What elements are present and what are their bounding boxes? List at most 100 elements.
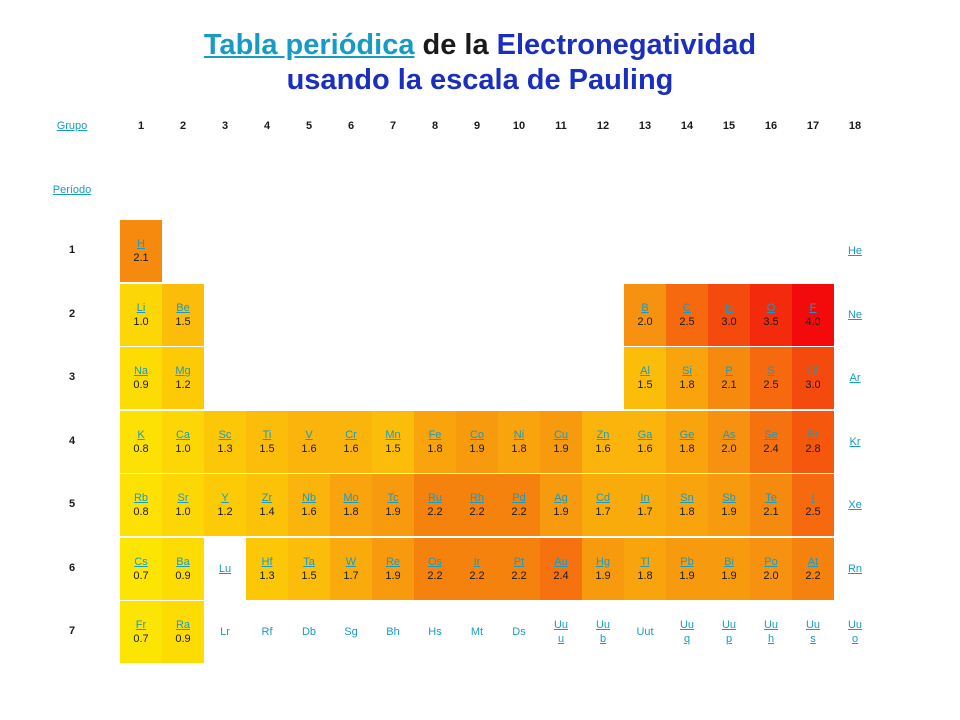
element-symbol[interactable]: Po [764, 555, 778, 568]
element-cell-ds[interactable]: Ds [498, 601, 540, 663]
element-symbol[interactable]: Lu [218, 562, 232, 575]
element-symbol[interactable]: Uu [595, 619, 611, 631]
element-symbol[interactable]: Sc [218, 428, 232, 441]
element-symbol[interactable]: Mt [470, 626, 484, 638]
element-symbol[interactable]: V [305, 428, 313, 441]
element-cell-sn[interactable]: Sn 1.8 [666, 474, 708, 536]
element-cell-uus[interactable]: Uu s [792, 601, 834, 663]
element-symbol[interactable]: Ba [176, 555, 190, 568]
element-symbol[interactable]: Tl [640, 555, 650, 568]
element-cell-o[interactable]: O 3.5 [750, 283, 792, 346]
element-cell-y[interactable]: Y 1.2 [204, 474, 246, 536]
element-symbol[interactable]: Fr [135, 619, 147, 631]
element-cell-ca[interactable]: Ca 1.0 [162, 410, 204, 473]
element-symbol[interactable]: Pt [513, 555, 525, 568]
element-cell-hf[interactable]: Hf 1.3 [246, 537, 288, 600]
element-cell-uup[interactable]: Uu p [708, 601, 750, 663]
element-cell-sc[interactable]: Sc 1.3 [204, 410, 246, 473]
element-cell-ge[interactable]: Ge 1.8 [666, 410, 708, 473]
element-cell-mg[interactable]: Mg 1.2 [162, 347, 204, 409]
element-cell-cd[interactable]: Cd 1.7 [582, 474, 624, 536]
element-cell-db[interactable]: Db [288, 601, 330, 663]
element-symbol[interactable]: Ag [554, 492, 568, 504]
element-symbol[interactable]: He [847, 245, 863, 257]
element-symbol[interactable]: In [640, 492, 650, 504]
element-symbol[interactable]: Na [133, 365, 149, 377]
element-cell-uuq[interactable]: Uu q [666, 601, 708, 663]
element-cell-cl[interactable]: Cl 3.0 [792, 347, 834, 409]
element-symbol[interactable]: Kr [849, 435, 861, 448]
element-symbol[interactable]: Y [221, 492, 229, 504]
element-symbol[interactable]: Pb [680, 555, 694, 568]
element-cell-na[interactable]: Na 0.9 [120, 347, 162, 409]
element-cell-ni[interactable]: Ni 1.8 [498, 410, 540, 473]
element-symbol[interactable]: Rf [261, 626, 273, 638]
element-symbol[interactable]: Ru [427, 492, 443, 504]
element-symbol-cont[interactable]: b [599, 633, 607, 645]
element-cell-si[interactable]: Si 1.8 [666, 347, 708, 409]
element-symbol[interactable]: Ti [262, 428, 272, 441]
element-symbol-cont[interactable]: u [557, 633, 565, 645]
element-symbol[interactable]: F [809, 301, 817, 314]
element-cell-br[interactable]: Br 2.8 [792, 410, 834, 473]
element-symbol[interactable]: At [807, 555, 819, 568]
element-symbol[interactable]: Sr [177, 492, 189, 504]
element-symbol[interactable]: Sb [722, 492, 736, 504]
element-cell-hg[interactable]: Hg 1.9 [582, 537, 624, 600]
element-cell-f[interactable]: F 4.0 [792, 283, 834, 346]
element-cell-al[interactable]: Al 1.5 [624, 347, 666, 409]
element-symbol[interactable]: H [137, 238, 145, 250]
element-cell-v[interactable]: V 1.6 [288, 410, 330, 473]
element-cell-n[interactable]: N 3.0 [708, 283, 750, 346]
element-cell-w[interactable]: W 1.7 [330, 537, 372, 600]
element-cell-b[interactable]: B 2.0 [624, 283, 666, 346]
element-cell-tl[interactable]: Tl 1.8 [624, 537, 666, 600]
grupo-link[interactable]: Grupo [56, 120, 88, 132]
element-symbol[interactable]: Mo [343, 492, 359, 504]
element-cell-cs[interactable]: Cs 0.7 [120, 537, 162, 600]
element-cell-h[interactable]: H 2.1 [120, 220, 162, 282]
element-cell-lu[interactable]: Lu [204, 538, 246, 600]
element-symbol[interactable]: Hf [261, 555, 273, 568]
element-cell-mt[interactable]: Mt [456, 601, 498, 663]
element-symbol[interactable]: Uu [847, 619, 863, 631]
element-cell-bh[interactable]: Bh [372, 601, 414, 663]
element-symbol[interactable]: S [767, 365, 775, 377]
element-cell-ra[interactable]: Ra 0.9 [162, 601, 204, 663]
element-symbol[interactable]: Uu [721, 619, 737, 631]
element-cell-uuo[interactable]: Uu o [834, 601, 876, 663]
element-symbol[interactable]: Mn [385, 428, 401, 441]
element-cell-cr[interactable]: Cr 1.6 [330, 410, 372, 473]
element-cell-pd[interactable]: Pd 2.2 [498, 474, 540, 536]
element-symbol[interactable]: Fe [428, 428, 442, 441]
element-cell-ru[interactable]: Ru 2.2 [414, 474, 456, 536]
element-symbol[interactable]: Cs [134, 555, 148, 568]
element-cell-au[interactable]: Au 2.4 [540, 537, 582, 600]
element-cell-ne[interactable]: Ne [834, 284, 876, 346]
element-cell-rf[interactable]: Rf [246, 601, 288, 663]
element-cell-hs[interactable]: Hs [414, 601, 456, 663]
element-symbol-cont[interactable]: s [810, 633, 816, 645]
element-symbol[interactable]: Nb [301, 492, 317, 504]
element-symbol[interactable]: Cr [345, 428, 357, 441]
element-symbol[interactable]: Sn [680, 492, 694, 504]
element-cell-c[interactable]: C 2.5 [666, 283, 708, 346]
element-symbol[interactable]: Be [176, 301, 190, 314]
element-symbol-cont[interactable]: o [851, 633, 859, 645]
element-symbol[interactable]: Zr [261, 492, 273, 504]
element-cell-ar[interactable]: Ar [834, 347, 876, 409]
element-symbol[interactable]: Br [807, 428, 819, 441]
element-symbol[interactable]: Re [385, 555, 401, 568]
element-symbol[interactable]: Ir [473, 555, 481, 568]
element-symbol[interactable]: Ar [849, 372, 861, 384]
element-symbol[interactable]: Ga [637, 428, 653, 441]
element-symbol[interactable]: Ni [513, 428, 525, 441]
element-cell-bi[interactable]: Bi 1.9 [708, 537, 750, 600]
element-cell-se[interactable]: Se 2.4 [750, 410, 792, 473]
element-cell-rh[interactable]: Rh 2.2 [456, 474, 498, 536]
element-symbol[interactable]: Uut [636, 626, 654, 638]
element-symbol[interactable]: Rn [847, 562, 863, 575]
element-symbol[interactable]: O [766, 301, 776, 314]
element-symbol[interactable]: Cl [807, 365, 819, 377]
element-symbol[interactable]: Al [640, 365, 650, 377]
